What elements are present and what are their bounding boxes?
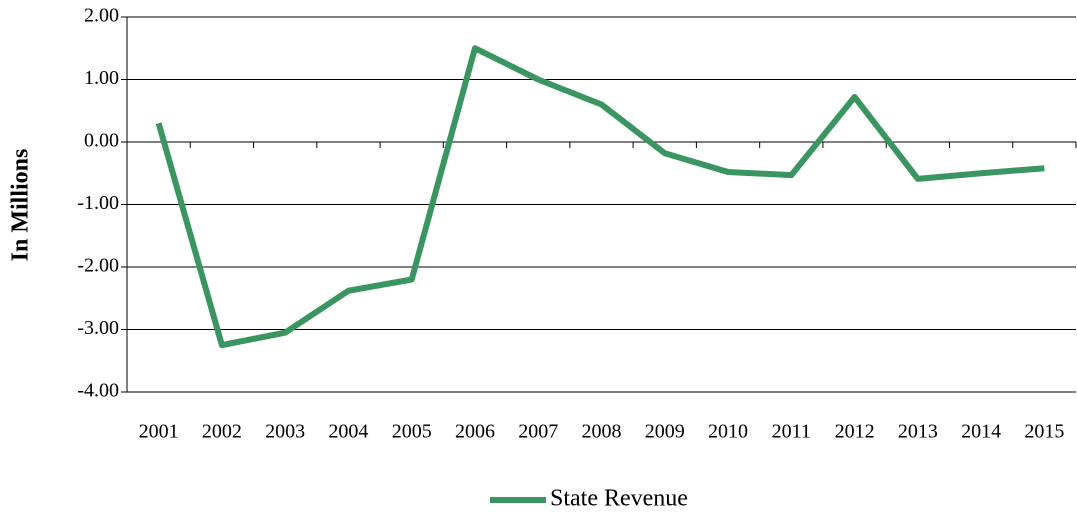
x-tick-label: 2013: [898, 421, 938, 443]
legend-label: State Revenue: [550, 486, 688, 512]
x-tick-label: 2002: [202, 421, 242, 443]
x-tick-label: 2007: [518, 421, 558, 443]
y-tick-label: -1.00: [77, 192, 119, 214]
x-tick-label: 2011: [772, 421, 811, 443]
x-tick-label: 2003: [265, 421, 305, 443]
series-line: [155, 45, 1045, 349]
x-tick-label: 2001: [139, 421, 179, 443]
x-tick-label: 2015: [1024, 421, 1064, 443]
x-tick-label: 2006: [455, 421, 495, 443]
y-tick-label: -2.00: [77, 255, 119, 277]
x-tick-label: 2014: [961, 421, 1001, 443]
y-tick-label: 2.00: [84, 5, 119, 27]
y-tick-label: 1.00: [84, 67, 119, 89]
x-tick-label: 2005: [392, 421, 432, 443]
y-tick-label: -3.00: [77, 317, 119, 339]
x-tick-label: 2009: [645, 421, 685, 443]
x-tick-label: 2010: [708, 421, 748, 443]
y-tick-label: 0.00: [84, 130, 119, 152]
x-tick-label: 2008: [582, 421, 622, 443]
y-tick-label: -4.00: [77, 380, 119, 402]
y-axis-title: In Millions: [8, 149, 34, 262]
x-tick-label: 2004: [328, 421, 368, 443]
x-tick-label: 2012: [835, 421, 875, 443]
